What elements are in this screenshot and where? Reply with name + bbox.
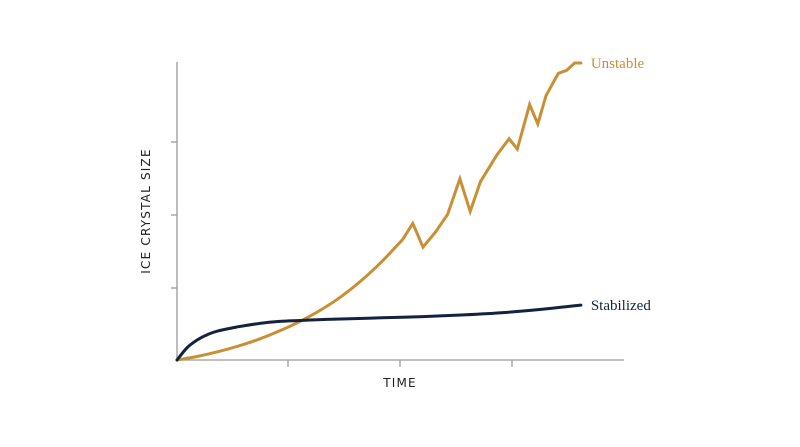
y-axis-label: ICE CRYSTAL SIZE — [139, 148, 153, 273]
series-line-unstable — [175, 61, 583, 362]
series-layer — [175, 61, 583, 362]
x-axis-label: TIME — [382, 376, 417, 390]
labels-layer: TIME ICE CRYSTAL SIZE Unstable Stabilize… — [139, 56, 651, 390]
series-line-stabilized — [175, 303, 583, 362]
series-label-unstable: Unstable — [591, 56, 645, 72]
series-label-stabilized: Stabilized — [591, 298, 651, 314]
axes — [176, 62, 624, 361]
axis-ticks — [171, 141, 513, 367]
